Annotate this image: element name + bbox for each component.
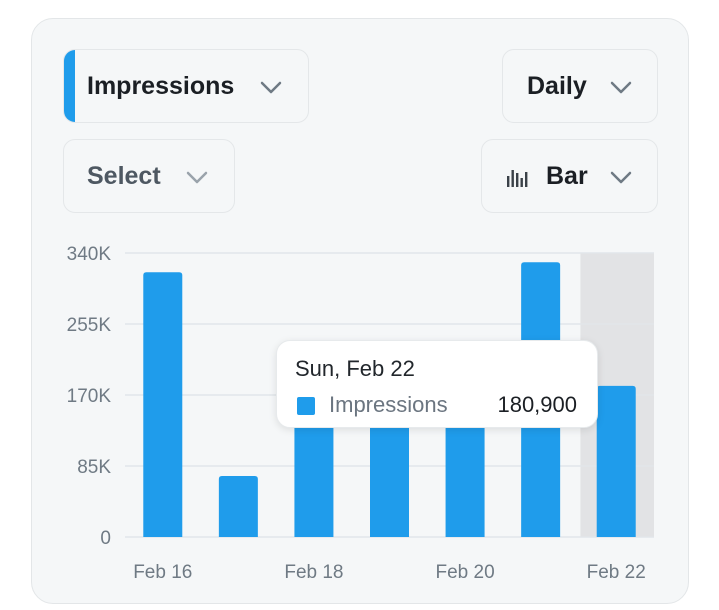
select-dropdown-label: Select [87, 161, 161, 190]
select-dropdown[interactable]: Select [63, 139, 235, 213]
metric-accent-bar [64, 50, 75, 122]
chart-type-label: Bar [546, 161, 588, 190]
y-tick-label: 340K [67, 244, 112, 265]
y-tick-label: 85K [77, 457, 111, 478]
y-axis-labels: 0 85K 170K 255K 340K [67, 244, 112, 549]
chevron-down-icon [610, 81, 632, 94]
x-tick-label: Feb 18 [284, 562, 343, 583]
x-tick-label: Feb 22 [587, 562, 646, 583]
bar-feb-22[interactable] [596, 385, 636, 537]
chevron-down-icon [260, 81, 282, 94]
metric-dropdown[interactable]: Impressions [63, 49, 309, 123]
chart-type-dropdown[interactable]: Bar [481, 139, 658, 213]
chart-tooltip: Sun, Feb 22 Impressions 180,900 [276, 340, 598, 428]
metric-dropdown-label: Impressions [87, 71, 235, 100]
y-tick-label: 170K [67, 386, 112, 407]
x-tick-label: Feb 16 [133, 562, 192, 583]
bar-chart-icon [507, 170, 528, 187]
period-dropdown[interactable]: Daily [502, 49, 658, 123]
x-tick-label: Feb 20 [435, 562, 494, 583]
bar-feb-17[interactable] [218, 476, 258, 537]
period-dropdown-label: Daily [527, 71, 587, 100]
y-tick-label: 0 [100, 528, 111, 549]
chevron-down-icon [610, 171, 632, 184]
tooltip-date: Sun, Feb 22 [295, 356, 415, 381]
bar-feb-16[interactable] [143, 272, 183, 537]
y-tick-label: 255K [67, 315, 112, 336]
tooltip-series-name: Impressions [329, 392, 448, 417]
tooltip-series-swatch [297, 397, 315, 415]
chart-card: Impressions Daily Select Bar [31, 18, 689, 604]
x-axis-labels: Feb 16 Feb 18 Feb 20 Feb 22 [133, 562, 646, 583]
tooltip-value: 180,900 [497, 392, 577, 417]
chevron-down-icon [186, 171, 208, 184]
